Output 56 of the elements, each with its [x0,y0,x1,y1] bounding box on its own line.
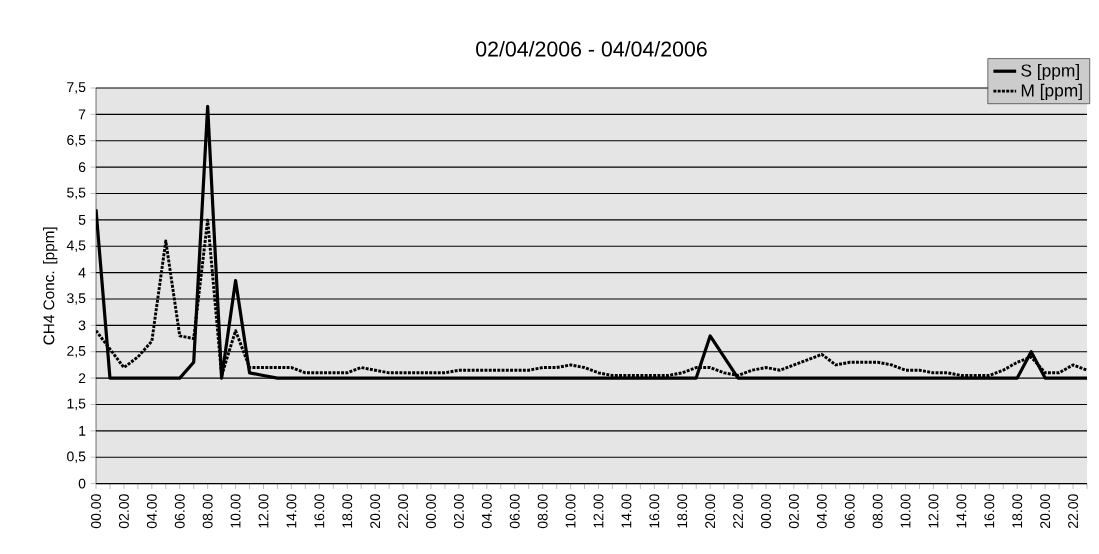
x-tick-label: 12.00 [593,494,604,528]
x-tick-label: 06.00 [844,494,855,529]
x-tick-label: 18.00 [677,494,688,528]
x-tick-label: 14.00 [286,494,297,528]
x-tick-label: 02.00 [453,494,464,529]
x-tick-label: 10.00 [230,494,241,528]
x-tick-label: 16.00 [314,494,325,528]
x-tick-label: 04.00 [146,494,157,529]
x-tick-label: 06.00 [509,494,520,529]
x-tick-label: 16.00 [984,494,995,528]
y-tick-label: 0 [78,478,86,489]
x-tick-label: 22.00 [398,494,409,528]
y-tick-label: 2,5 [67,345,86,358]
y-tick-label: 6 [78,162,86,173]
x-tick-label: 06.00 [174,494,185,529]
chart-title: 02/04/2006 - 04/04/2006 [476,40,707,57]
y-axis-title: CH4 Conc. [ppm] [43,227,58,345]
y-tick-label: 3 [78,320,86,331]
x-tick-label: 20.00 [1040,494,1051,528]
y-tick-label: 4,5 [66,240,86,252]
x-tick-label: 00.00 [426,494,436,529]
x-tick-label: 14.00 [621,494,632,528]
x-tick-label: 12.00 [928,494,939,528]
x-tick-label: 14.00 [956,494,967,528]
x-tick-label: 04.00 [481,494,492,529]
x-tick-label: 16.00 [649,494,660,528]
x-tick-label: 20.00 [370,494,381,528]
legend-label: S [ppm] [1021,63,1079,81]
x-tick-label: 10.00 [565,494,576,528]
x-tick-label: 02.00 [788,494,799,529]
y-tick-label: 2 [78,373,86,383]
y-tick-label: 4 [78,267,86,278]
x-tick-label: 08.00 [872,494,883,529]
x-tick-label: 20.00 [705,494,716,528]
x-tick-label: 22.00 [1068,494,1079,528]
x-tick-label: 10.00 [900,494,911,528]
x-tick-label: 08.00 [202,494,213,529]
x-tick-label: 04.00 [816,494,827,529]
x-tick-label: 12.00 [258,494,269,528]
x-tick-label: 00.00 [761,494,771,529]
legend-label: M [ppm] [1021,83,1082,100]
y-tick-label: 1 [79,426,86,436]
y-tick-label: 6,5 [67,134,86,147]
x-tick-label: 00.00 [91,494,101,529]
x-tick-label: 18.00 [1012,494,1023,528]
y-tick-label: 7 [78,109,86,120]
y-tick-label: 7,5 [67,82,86,94]
x-tick-label: 08.00 [537,494,548,529]
y-tick-label: 1,5 [67,398,86,411]
y-tick-label: 3,5 [67,293,86,305]
y-tick-label: 5,5 [67,187,86,200]
y-tick-label: 5 [78,214,86,225]
x-tick-label: 22.00 [733,494,744,528]
y-tick-label: 0,5 [67,451,86,464]
x-tick-label: 02.00 [118,494,129,529]
x-tick-label: 18.00 [342,494,353,528]
